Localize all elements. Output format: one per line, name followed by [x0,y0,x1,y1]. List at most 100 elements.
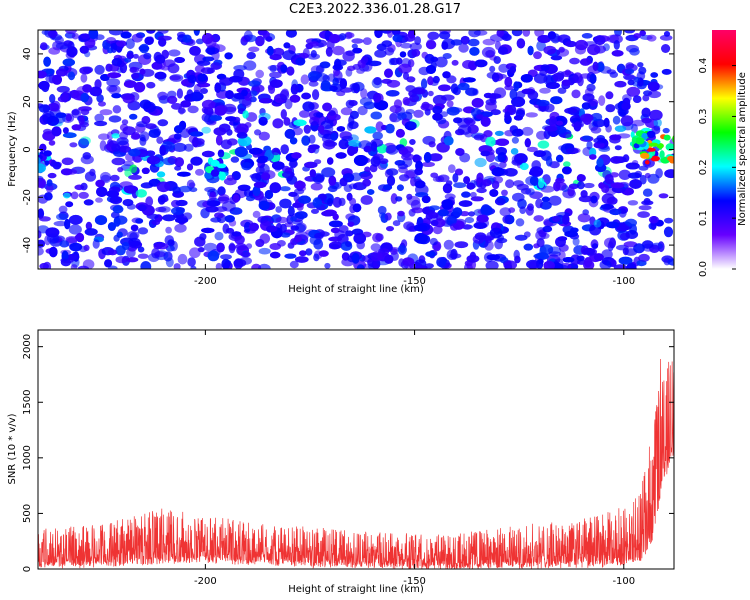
spectrogram-cell [648,216,659,224]
spectrogram-cell [389,105,402,113]
spectrogram-cell [38,163,46,173]
spectrogram-cell [249,222,259,232]
spectrogram-cell [280,232,291,238]
spectrogram-cell [162,214,176,222]
spectrogram-cell [451,59,459,66]
spectrogram-cell [428,212,439,219]
spectrogram-cell [406,193,413,200]
spectrogram-cell [637,211,650,218]
spectrogram-cell [332,45,345,56]
spectrogram-cell [154,71,167,80]
spectrogram-cell [593,253,604,262]
spectrogram-cell [454,241,469,249]
spectrogram-cell [309,41,319,47]
spectrogram-cell [511,159,523,166]
spectrogram-cell [613,40,620,50]
spectrogram-cell [527,90,539,100]
spectrogram-cell [513,81,520,92]
spectrogram-cell [231,231,242,237]
spectrogram-cell [186,89,194,99]
spectrogram-cell [280,64,288,73]
spectrogram-cell [427,76,434,86]
spectrogram-cell [371,77,383,89]
spectrogram-cell [576,174,586,182]
spectrogram-cell [392,34,403,43]
spectrogram-cell [228,243,237,251]
spectrogram-cell [622,247,629,256]
spectrogram-cell [214,212,224,219]
spectrogram-cell [79,66,92,75]
spectrogram-cell [339,78,347,89]
spectrogram-cell [414,232,429,244]
spectrogram-cell [187,74,197,84]
spectrogram-cell [558,250,566,260]
spectrogram-cell [348,139,362,147]
spectrogram-cell [80,33,90,40]
spectrogram-cell [302,101,315,112]
spectrogram-cell [144,36,154,45]
spectrogram-cell [583,182,595,189]
spectrogram-cell [339,177,348,187]
spectrogram-hotspot [218,171,226,181]
spectrogram-cell [245,243,253,250]
spectrogram-cell [395,128,405,138]
spectrogram-cell [642,188,653,197]
spectrogram-cell [177,108,186,114]
spectrogram-cell [353,232,367,244]
spectrogram-cell [603,117,610,128]
spectrogram-cell [151,220,160,226]
spectrogram-cell [266,45,274,56]
spectrogram-cell [298,52,309,59]
snr-x-axis-label: Height of straight line (km) [288,584,424,595]
spectrogram-cell [65,236,78,244]
spectrogram-cell [485,101,497,112]
spectrogram-cell [360,172,373,180]
spectrogram-cell [217,149,225,158]
spectrogram-cell [191,137,202,148]
spectrogram-cell [364,166,371,173]
spectrogram-cell [583,260,595,269]
spectrogram-cell [148,129,161,138]
snr-line [38,359,674,569]
spectrogram-cell [169,75,181,81]
spectrogram-cell [383,184,393,191]
spectrogram-cell [63,40,73,47]
spectrogram-cell [123,185,130,192]
spectrogram-cell [122,160,134,167]
spectrogram-cell [187,105,199,114]
spectrogram-cell [126,52,134,59]
spectrogram-cell [195,38,204,45]
spectrogram-cell [338,33,347,41]
spectrogram-y-tick-label: 20 [22,95,33,108]
spectrogram-cell [537,140,550,149]
colorbar-gradient [712,30,736,269]
spectrogram-cell [524,138,531,148]
spectrogram-cell [190,156,203,166]
spectrogram-cell [304,161,318,169]
spectrogram-cell [536,40,546,52]
spectrogram-cell [145,196,154,207]
spectrogram-cell [516,38,526,49]
spectrogram-cell [435,56,448,68]
spectrogram-cell [43,261,52,269]
spectrogram-cell [255,35,265,47]
spectrogram-cell [624,68,635,75]
spectrogram-cell [282,50,297,61]
spectrogram-cell [65,201,74,208]
spectrogram-cell [370,243,381,252]
spectrogram-cell [313,253,320,262]
spectrogram-cell [571,89,581,99]
spectrogram-cell [89,168,96,177]
spectrogram-cell [457,82,470,91]
spectrogram-cell [562,166,572,175]
spectrogram-cell [189,247,201,258]
spectrogram-cell [329,85,338,92]
spectrogram-cell [49,94,56,104]
spectrogram-cell [441,94,455,101]
spectrogram-hotspot [630,131,635,139]
spectrogram-cell [643,198,651,205]
snr-y-tick-label: 1500 [22,390,33,415]
spectrogram-cell [283,117,291,126]
spectrogram-cell [627,200,639,206]
